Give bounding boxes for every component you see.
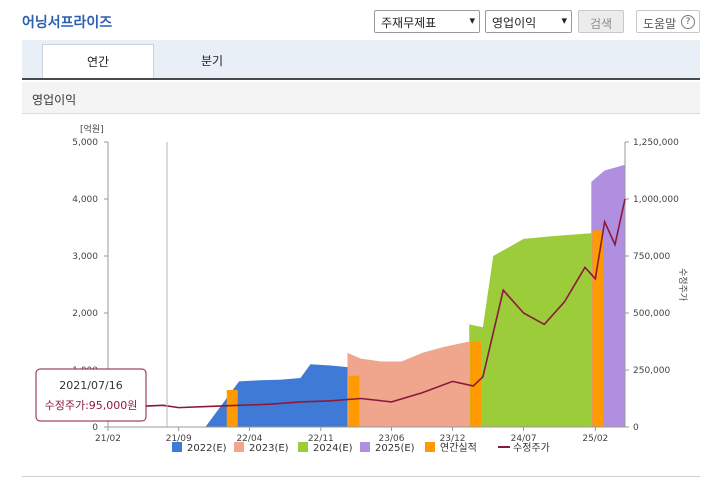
- legend-swatch: [360, 442, 370, 452]
- right-tick-label: 500,000: [633, 309, 670, 319]
- metric-value: 영업이익: [492, 16, 537, 30]
- series-area-2024(E): [469, 233, 592, 427]
- statement-type-select[interactable]: 주재무제표 ▾: [374, 10, 480, 33]
- x-tick-label: 23/12: [440, 434, 466, 444]
- period-tabs: 연간 분기: [22, 40, 700, 80]
- legend-label: 수정주가: [513, 442, 550, 454]
- left-axis-unit: [억원]: [80, 123, 104, 135]
- tab-annual[interactable]: 연간: [42, 44, 154, 78]
- actual-bar-2024: [592, 230, 604, 427]
- x-tick-label: 22/04: [236, 434, 262, 444]
- top-bar: 어닝서프라이즈 주재무제표 ▾ 영업이익 ▾ 검색 도움말 ?: [0, 0, 712, 40]
- question-icon: ?: [681, 15, 695, 29]
- right-tick-label: 0: [633, 423, 639, 433]
- legend-label: 연간실적: [440, 442, 477, 454]
- right-tick-label: 1,000,000: [633, 195, 679, 205]
- statement-type-value: 주재무제표: [381, 16, 437, 30]
- price-line: [107, 198, 626, 409]
- help-button[interactable]: 도움말 ?: [636, 10, 700, 33]
- left-tick-label: 4,000: [72, 195, 98, 205]
- x-tick-label: 23/06: [379, 434, 405, 444]
- metric-select[interactable]: 영업이익 ▾: [485, 10, 572, 33]
- tab-quarterly[interactable]: 분기: [200, 54, 224, 68]
- series-area-2023(E): [347, 341, 470, 427]
- x-tick-label: 21/09: [166, 434, 192, 444]
- series-area-2022(E): [205, 364, 348, 427]
- right-axis-unit: 수정주가: [677, 268, 688, 301]
- earnings-chart[interactable]: [억원]수정주가5,0004,0003,0002,0001,00001,250,…: [0, 118, 712, 474]
- tooltip-date: 2021/07/16: [59, 379, 122, 392]
- x-tick-label: 24/07: [511, 434, 537, 444]
- tooltip-box: [35, 368, 147, 422]
- section-title: 영업이익: [32, 93, 77, 107]
- right-tick-label: 250,000: [633, 366, 670, 376]
- page-title: 어닝서프라이즈: [22, 15, 113, 31]
- legend-swatch: [298, 442, 308, 452]
- help-label: 도움말: [643, 17, 677, 31]
- legend-swatch: [172, 442, 182, 452]
- left-tick-label: 3,000: [72, 252, 98, 262]
- legend-swatch: [425, 442, 435, 452]
- legend-label: 2024(E): [313, 443, 353, 454]
- legend-label: 2025(E): [375, 443, 415, 454]
- right-tick-label: 750,000: [633, 252, 670, 262]
- search-button[interactable]: 검색: [578, 10, 624, 33]
- actual-bar-2021: [226, 389, 238, 427]
- legend-label: 2023(E): [249, 443, 289, 454]
- chevron-down-icon: ▾: [561, 14, 567, 27]
- left-tick-label: 2,000: [72, 309, 98, 319]
- x-tick-label: 21/02: [95, 434, 121, 444]
- x-tick-label: 22/11: [308, 434, 334, 444]
- actual-bar-2022: [348, 375, 360, 427]
- legend-swatch: [234, 442, 244, 452]
- section-header: 영업이익: [22, 82, 700, 114]
- chevron-down-icon: ▾: [469, 14, 475, 27]
- left-tick-label: 0: [92, 423, 98, 433]
- x-tick-label: 25/02: [582, 434, 608, 444]
- legend-label: 2022(E): [187, 443, 227, 454]
- left-tick-label: 5,000: [72, 138, 98, 148]
- divider: [22, 476, 700, 477]
- right-tick-label: 1,250,000: [633, 138, 679, 148]
- tooltip-value: 수정주가:95,000원: [45, 399, 138, 412]
